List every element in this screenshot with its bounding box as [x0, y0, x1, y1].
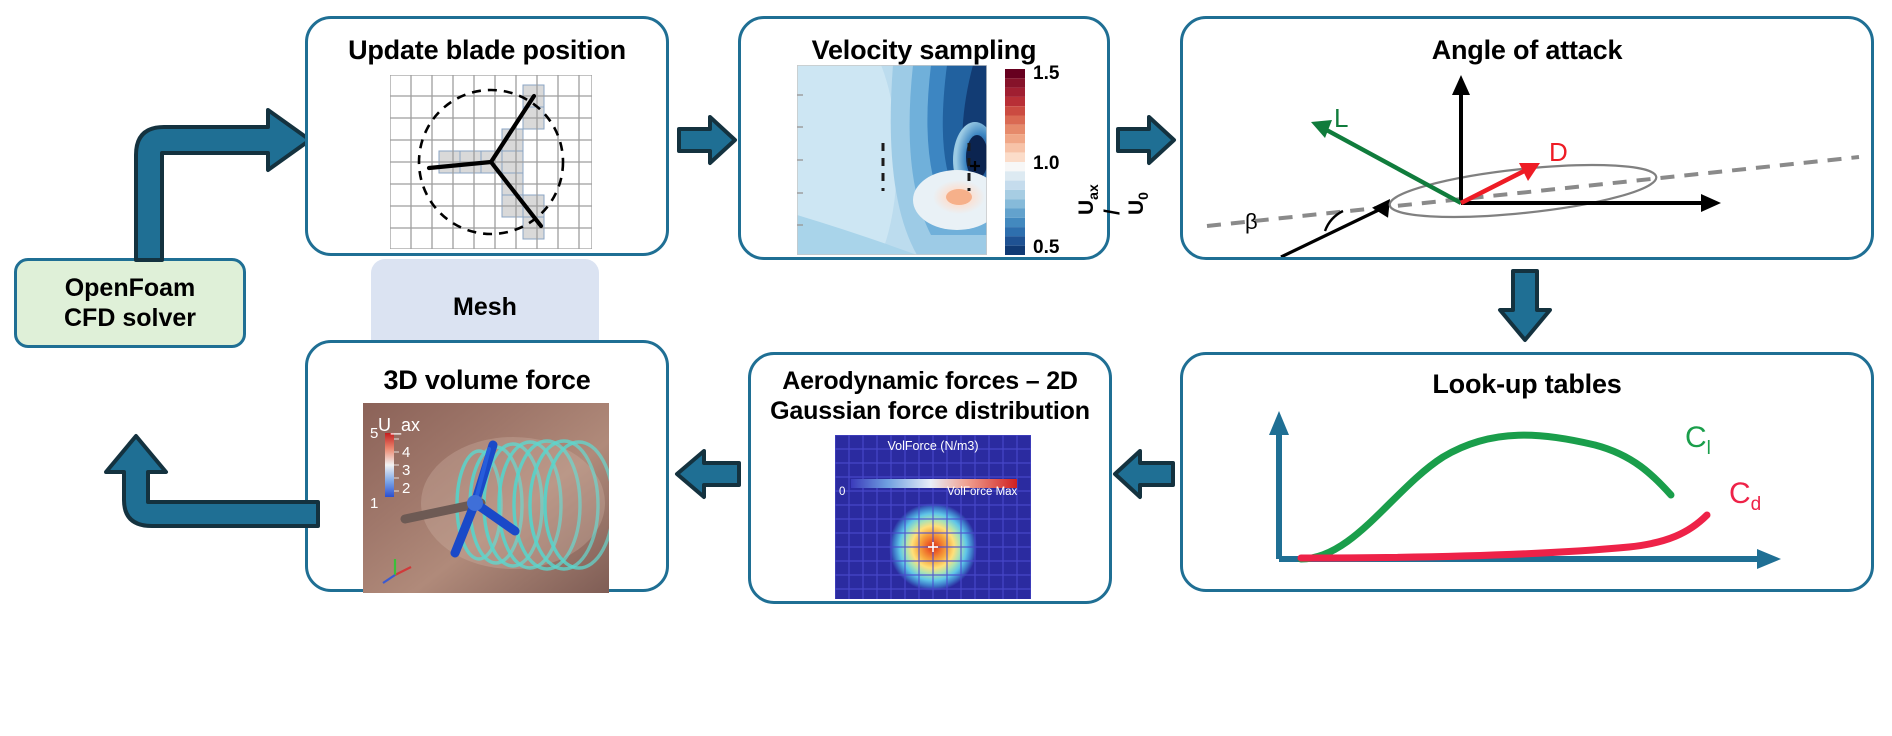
panel-title-3d-volume-force: 3D volume force: [383, 365, 591, 395]
panel-update-blade-position[interactable]: Update blade position: [305, 16, 669, 256]
panel-title-velocity-sampling: Velocity sampling: [811, 35, 1037, 65]
arrow-3d-volume-to-solver: [80, 430, 320, 560]
gaussian-volforce-heatmap: [835, 435, 1031, 599]
mesh-box[interactable]: Mesh: [371, 259, 599, 355]
cl-curve-label: Cl: [1685, 421, 1711, 459]
velocity-colorbar-tick-max: 1.5: [1033, 63, 1060, 84]
panel-3d-volume-force[interactable]: 3D volume force: [305, 340, 669, 593]
arrow-angle-to-lookup: [1496, 268, 1554, 344]
volume-force-tick-2: 2: [402, 480, 411, 497]
arrow-solver-to-update-blade: [118, 100, 318, 270]
panel-title-aero-forces-line1: Aerodynamic forces – 2D: [782, 367, 1078, 395]
volume-force-3d-render: [363, 403, 609, 593]
cl-cd-curve-chart: [1243, 409, 1823, 579]
panel-title-look-up-tables: Look-up tables: [1432, 369, 1622, 399]
velocity-colorbar-axis-title: Uax / U0: [1075, 183, 1151, 215]
volforce-colorbar-max-label: VolForce Max: [947, 486, 1018, 498]
panel-title-angle-of-attack: Angle of attack: [1431, 35, 1623, 65]
solver-title-line2: CFD solver: [64, 304, 196, 332]
velocity-contour-plot: [797, 65, 987, 255]
cd-curve-label: Cd: [1729, 477, 1762, 515]
volume-force-tick-5: 5: [370, 425, 379, 442]
openfoam-solver-box[interactable]: OpenFoam CFD solver: [14, 258, 246, 348]
panel-title-aero-forces-line2: Gaussian force distribution: [770, 397, 1090, 425]
volume-force-tick-3: 3: [402, 462, 411, 479]
solver-title-line1: OpenFoam: [64, 273, 196, 302]
drag-vector-label: D: [1549, 137, 1568, 167]
panel-velocity-sampling[interactable]: Velocity sampling: [738, 16, 1151, 260]
velocity-colorbar-tick-min: 0.5: [1033, 237, 1060, 258]
arrow-aero-forces-to-3d-volume: [672, 447, 742, 501]
beta-angle-label: β: [1245, 209, 1258, 234]
airfoil-force-vectors-illustration: [1193, 71, 1863, 257]
velocity-colorbar-tick-mid: 1.0: [1033, 153, 1060, 174]
cb-title-slash: / U: [1101, 199, 1149, 215]
volforce-colorbar-min-label: 0: [839, 486, 846, 498]
panel-title-update-blade-position: Update blade position: [348, 35, 626, 65]
arrow-velocity-to-angle: [1115, 113, 1177, 167]
arrow-lookup-to-aero-forces: [1110, 447, 1176, 501]
volume-force-tick-4: 4: [402, 444, 411, 461]
arrow-update-blade-to-velocity: [676, 113, 738, 167]
cb-title-zero: 0: [1135, 192, 1152, 200]
volforce-colorbar-title: VolForce (N/m3): [887, 439, 979, 453]
volume-force-tick-1: 1: [370, 495, 379, 512]
blade-grid-rotor-illustration: [386, 71, 596, 253]
panel-aerodynamic-forces[interactable]: Aerodynamic forces – 2D Gaussian force d…: [748, 352, 1112, 604]
mesh-label: Mesh: [453, 292, 517, 321]
panel-look-up-tables[interactable]: Look-up tables Cl Cd: [1180, 352, 1874, 592]
cb-title-ax: ax: [1085, 184, 1102, 200]
velocity-colorbar: [1003, 69, 1029, 255]
volume-force-colorbar-title: U_ax: [378, 415, 421, 435]
panel-angle-of-attack[interactable]: Angle of attack: [1180, 16, 1874, 260]
cb-title-u: U: [1075, 199, 1098, 215]
lift-vector-label: L: [1334, 103, 1349, 133]
